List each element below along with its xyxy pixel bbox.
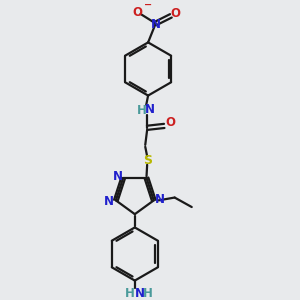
Text: O: O (165, 116, 175, 129)
Text: H: H (125, 287, 135, 300)
Text: S: S (144, 154, 153, 166)
Text: O: O (171, 7, 181, 20)
Text: N: N (151, 18, 161, 31)
Text: H: H (143, 287, 153, 300)
Text: N: N (104, 195, 114, 208)
Text: O: O (133, 6, 143, 19)
Text: −: − (144, 0, 152, 10)
Text: H: H (136, 104, 146, 117)
Text: N: N (112, 170, 122, 183)
Text: N: N (154, 193, 164, 206)
Text: N: N (135, 287, 145, 300)
Text: N: N (145, 103, 155, 116)
